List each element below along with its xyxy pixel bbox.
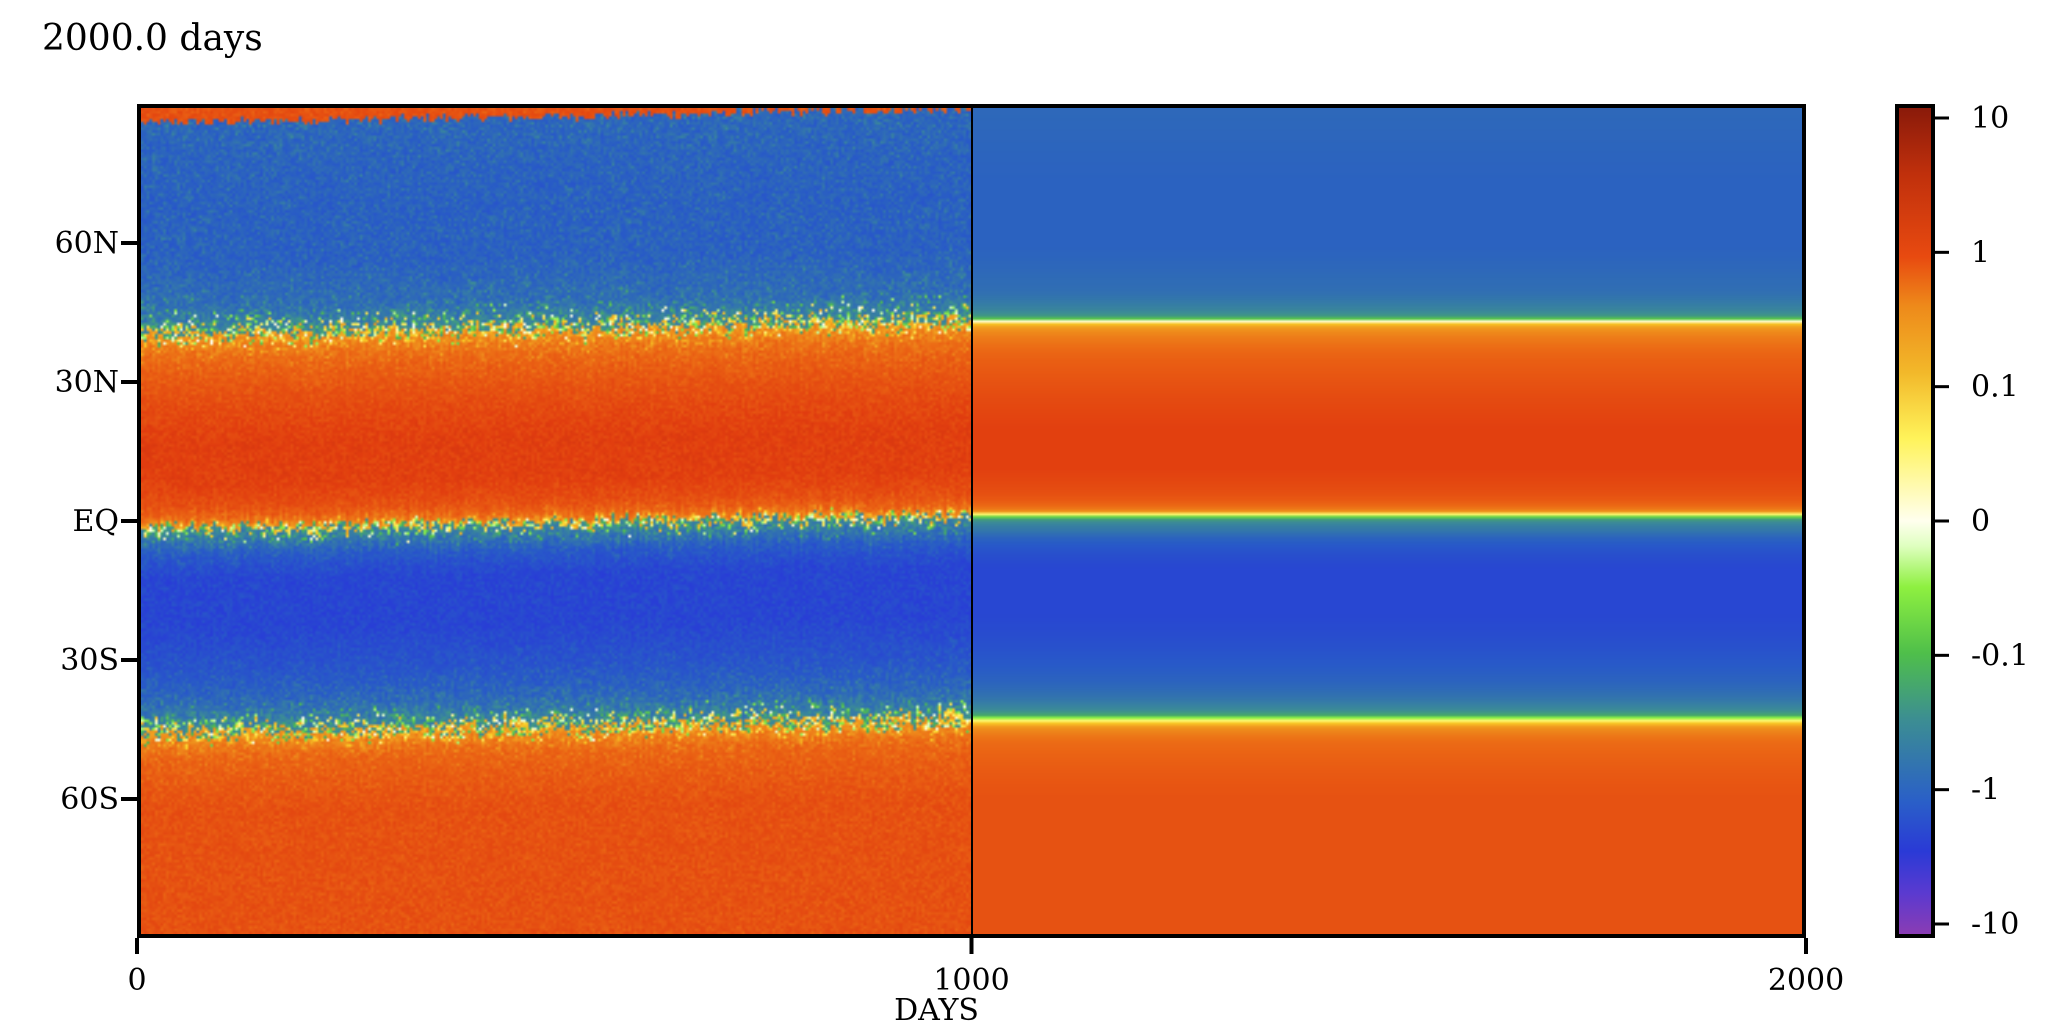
y-tick-label: EQ — [73, 504, 120, 539]
colorbar-tick-label: -0.1 — [1971, 638, 2029, 673]
colorbar-tick-label: 0 — [1971, 504, 1990, 539]
x-tick-label: 0 — [127, 963, 146, 998]
x-tick-label: 2000 — [1768, 963, 1844, 998]
y-tick-label: 30N — [55, 365, 119, 400]
colorbar-tick-label: 0.1 — [1971, 370, 2019, 405]
colorbar-tick-label: 10 — [1971, 101, 2009, 136]
y-tick-label: 60N — [55, 226, 119, 261]
y-tick-label: 30S — [60, 643, 119, 678]
colorbar-tick-label: -1 — [1971, 773, 2000, 808]
colorbar-tick-label: -10 — [1971, 907, 2019, 942]
y-tick-label: 60S — [60, 782, 119, 817]
x-tick-label: 1000 — [933, 963, 1009, 998]
colorbar — [1895, 104, 1935, 938]
chart-title: 2000.0 days — [42, 18, 263, 59]
colorbar-tick-label: 1 — [1971, 235, 1990, 270]
vertical-marker-line — [970, 108, 973, 934]
x-axis-label: DAYS — [894, 993, 979, 1028]
plot-area — [137, 104, 1806, 938]
